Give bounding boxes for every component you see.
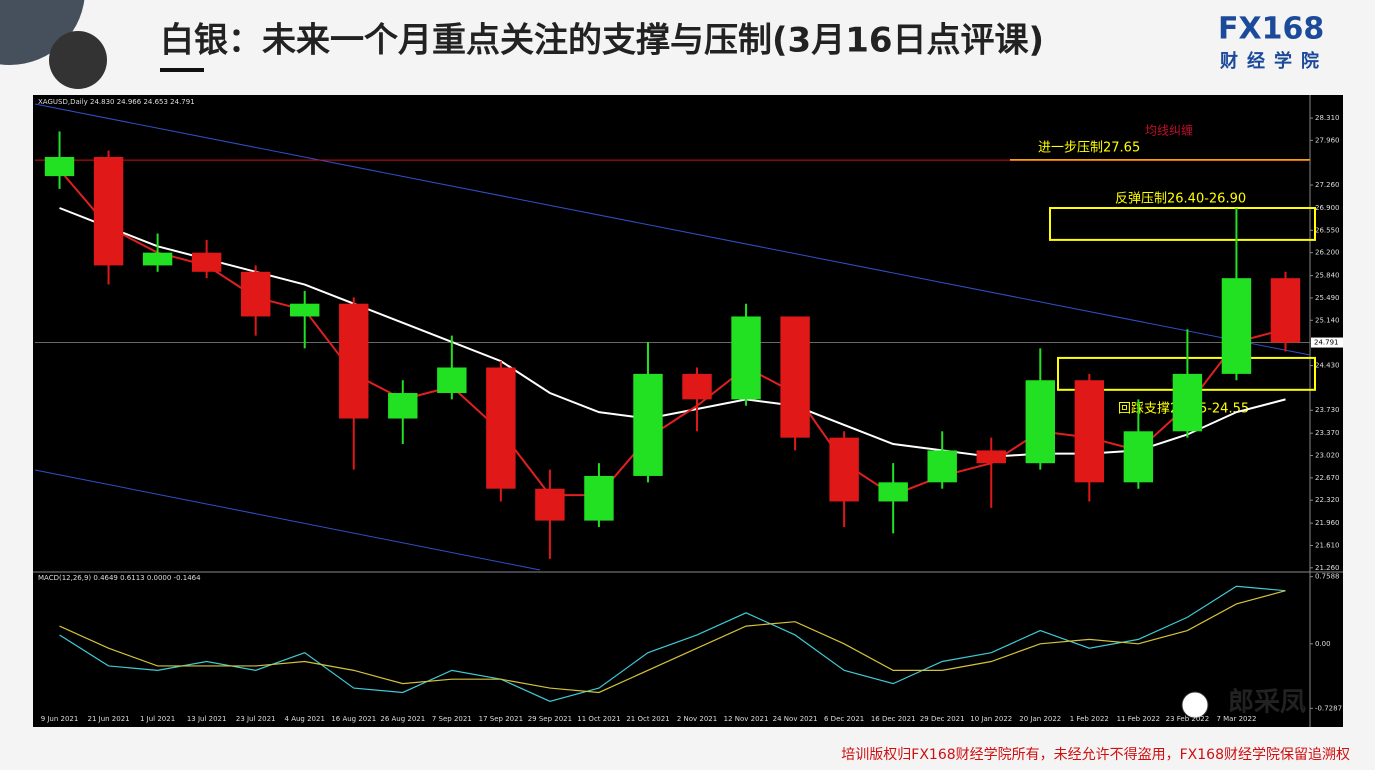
y-tick-label: 0.00 — [1315, 640, 1331, 648]
candle-body — [682, 373, 712, 400]
x-tick-label: 26 Aug 2021 — [380, 715, 425, 723]
y-tick-label: 0.7588 — [1315, 573, 1340, 581]
candle-body — [142, 252, 173, 266]
last-price-label: 24.791 — [1314, 339, 1339, 347]
x-tick-label: 11 Feb 2022 — [1117, 715, 1161, 723]
title-underline — [160, 68, 204, 72]
candle-body — [93, 156, 124, 266]
x-tick-label: 13 Jul 2021 — [187, 715, 227, 723]
y-tick-label: 22.320 — [1315, 496, 1340, 504]
macd-line — [59, 585, 1286, 702]
y-tick-label: 27.960 — [1315, 136, 1340, 144]
candle-body — [780, 316, 810, 438]
candle-body — [976, 450, 1006, 464]
wechat-icon — [1181, 691, 1209, 719]
x-tick-label: 10 Jan 2022 — [970, 715, 1012, 723]
candle-body — [191, 252, 222, 272]
y-tick-label: 26.900 — [1315, 204, 1340, 212]
x-tick-label: 16 Dec 2021 — [871, 715, 916, 723]
candle-body — [1172, 373, 1203, 432]
x-tick-label: 9 Jun 2021 — [41, 715, 79, 723]
y-tick-label: -0.7287 — [1315, 704, 1342, 712]
x-tick-label: 24 Nov 2021 — [773, 715, 818, 723]
title: 白银：未来一个月重点关注的支撑与压制(3月16日点评课) — [160, 21, 1044, 61]
y-tick-label: 28.310 — [1315, 114, 1340, 122]
watermark: 郎采凤 — [1228, 688, 1306, 718]
x-tick-label: 4 Aug 2021 — [285, 715, 325, 723]
y-tick-label: 26.200 — [1315, 249, 1340, 257]
footer: 培训版权归FX168财经学院所有，未经允许不得盗用，FX168财经学院保留追溯权 — [841, 746, 1350, 763]
candle-body — [927, 450, 957, 483]
zone-box — [1049, 207, 1316, 241]
y-tick-label: 24.430 — [1315, 362, 1340, 370]
candle-body — [1270, 278, 1301, 343]
candle-body — [437, 367, 467, 394]
candle-body — [1221, 278, 1252, 374]
x-tick-label: 1 Jul 2021 — [140, 715, 175, 723]
x-tick-label: 7 Mar 2022 — [1216, 715, 1256, 723]
y-tick-label: 21.960 — [1315, 519, 1340, 527]
candle-body — [1074, 380, 1105, 483]
candle-body — [633, 373, 663, 476]
y-tick-label: 21.610 — [1315, 541, 1340, 549]
candle-body — [535, 488, 565, 521]
decoration — [0, 0, 85, 65]
candle-body — [44, 156, 75, 177]
candle-body — [731, 316, 761, 400]
indicator-info: MACD(12,26,9) 0.4649 0.6113 0.0000 -0.14… — [38, 574, 201, 582]
y-tick-label: 25.140 — [1315, 316, 1340, 324]
x-tick-label: 1 Feb 2022 — [1070, 715, 1109, 723]
candle-body — [486, 367, 516, 489]
x-tick-label: 23 Feb 2022 — [1166, 715, 1210, 723]
x-tick-label: 23 Jul 2021 — [236, 715, 276, 723]
y-tick-label: 23.730 — [1315, 406, 1340, 414]
y-tick-label: 26.550 — [1315, 226, 1340, 234]
candle-body — [829, 437, 859, 502]
y-tick-label: 23.370 — [1315, 429, 1340, 437]
symbol-info: XAGUSD,Daily 24.830 24.966 24.653 24.791 — [38, 98, 195, 106]
x-tick-label: 17 Sep 2021 — [479, 715, 523, 723]
trendline — [34, 103, 1311, 356]
candle-body — [878, 482, 908, 502]
y-tick-label: 21.260 — [1315, 564, 1340, 572]
x-tick-label: 16 Aug 2021 — [331, 715, 376, 723]
y-tick-label: 27.260 — [1315, 181, 1340, 189]
x-tick-label: 21 Jun 2021 — [88, 715, 130, 723]
candle-body — [290, 303, 320, 317]
annotation: 反弹压制26.40-26.90 — [1115, 192, 1246, 207]
x-tick-label: 29 Sep 2021 — [528, 715, 572, 723]
x-tick-label: 6 Dec 2021 — [824, 715, 864, 723]
candle-body — [240, 271, 271, 317]
candle-body — [1025, 380, 1055, 464]
x-tick-label: 21 Oct 2021 — [626, 715, 669, 723]
logo-sub: 财经学院 — [1220, 50, 1328, 72]
last-price-tag — [1311, 337, 1343, 348]
x-tick-label: 20 Jan 2022 — [1019, 715, 1061, 723]
trendline — [34, 469, 541, 571]
annotation: 进一步压制27.65 — [1038, 141, 1140, 156]
y-tick-label: 25.490 — [1315, 294, 1340, 302]
y-tick-label: 22.670 — [1315, 474, 1340, 482]
macd-line — [59, 590, 1286, 694]
candle-body — [1123, 431, 1154, 483]
logo: FX168 — [1218, 12, 1324, 47]
decoration — [49, 31, 107, 89]
candle-body — [339, 303, 369, 419]
y-tick-label: 23.020 — [1315, 452, 1340, 460]
x-tick-label: 2 Nov 2021 — [677, 715, 717, 723]
y-tick-label: 25.840 — [1315, 272, 1340, 280]
candle-body — [388, 393, 418, 419]
annotation: 均线纠缠 — [1145, 123, 1193, 138]
candle-body — [584, 475, 614, 521]
x-tick-label: 12 Nov 2021 — [724, 715, 769, 723]
x-tick-label: 29 Dec 2021 — [920, 715, 965, 723]
x-tick-label: 7 Sep 2021 — [432, 715, 472, 723]
x-tick-label: 11 Oct 2021 — [577, 715, 620, 723]
